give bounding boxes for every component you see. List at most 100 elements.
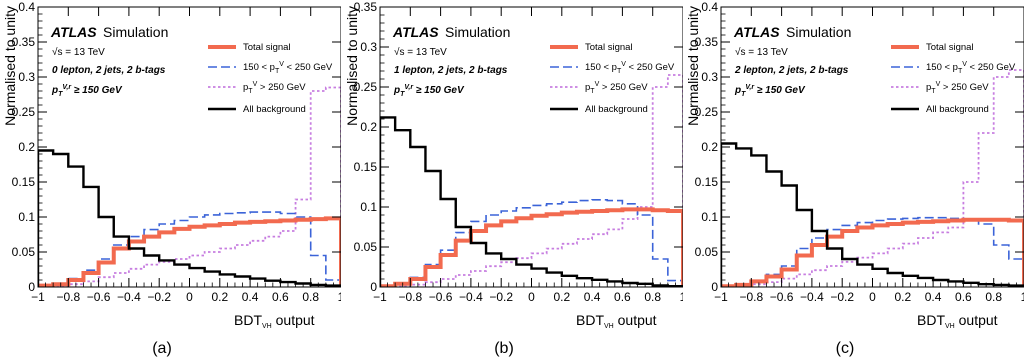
x-tick-label: 0.8 — [985, 290, 1002, 304]
panel-caption: (b) — [494, 340, 514, 357]
y-tick-label: 0.15 — [12, 175, 36, 189]
panel-a: 0 0.05 0.1 0.15 0.2 0.25 0.3 0.35 0.4 −1 −0.8 −0.6−… — [0, 0, 341, 358]
atlas-label: ATLAS — [733, 24, 780, 40]
x-tick-label: −1 — [31, 290, 45, 304]
y-tick-label: 0 — [370, 280, 377, 294]
y-tick-label: 0.2 — [701, 140, 718, 154]
x-tick-label: 0.8 — [302, 290, 319, 304]
y-axis-title: Normalised to unity — [685, 6, 701, 126]
y-tick-label: 0.1 — [701, 210, 718, 224]
panel-b: 0 0.05 0.1 0.15 0.2 0.25 0.3 0.35 −1 −0.8 −0.6 −0.4… — [342, 0, 683, 358]
x-tick-label: 0 — [186, 290, 193, 304]
series-background — [380, 116, 683, 287]
y-tick-label: 0.25 — [12, 105, 36, 119]
panel-c: 0 0.05 0.1 0.15 0.2 0.25 0.3 0.35 0.4 −1 −0.8 −0.6 −… — [683, 0, 1024, 358]
x-tick-label: −0.6 — [87, 290, 111, 304]
x-tick-label: −0.2 — [489, 290, 513, 304]
x-tick-label: −0.8 — [398, 290, 422, 304]
x-tick-label: −1 — [714, 290, 728, 304]
histogram-series-group — [38, 86, 341, 287]
y-tick-label: 0.3 — [18, 70, 35, 84]
y-tick-label: 0.35 — [12, 35, 36, 49]
legend-mid: 150 < pTV < 250 GeV — [585, 61, 675, 75]
y-tick-label: 0.35 — [354, 0, 378, 14]
x-tick-label: 1 — [680, 290, 683, 304]
x-tick-label: 0.2 — [211, 290, 228, 304]
ptv-cut-label: pTV,r ≥ 150 GeV — [734, 84, 806, 98]
legend-background: All background — [243, 104, 306, 115]
series-high — [380, 74, 683, 287]
x-tick-label: 0.6 — [955, 290, 972, 304]
x-tick-label: −0.2 — [830, 290, 854, 304]
y-tick-label: 0.3 — [360, 40, 377, 54]
panel-caption: (c) — [836, 340, 855, 357]
series-background — [38, 149, 341, 287]
y-tick-label: 0 — [28, 280, 35, 294]
series-high — [721, 69, 1024, 287]
x-tick-label: −0.8 — [739, 290, 763, 304]
y-tick-label: 0.25 — [354, 80, 378, 94]
x-tick-label: 0.2 — [553, 290, 570, 304]
x-axis-title: BDTVH output — [917, 312, 998, 330]
y-tick-label: 0.1 — [360, 200, 377, 214]
y-axis-title: Normalised to unity — [344, 6, 360, 126]
legend-mid: 150 < pTV < 250 GeV — [926, 61, 1016, 75]
legend-high: pTV > 250 GeV — [585, 81, 648, 95]
x-tick-label: 0.8 — [644, 290, 661, 304]
atlas-label: ATLAS — [392, 24, 439, 40]
atlas-label: ATLAS — [50, 24, 97, 40]
ptv-cut-label: pTV,r ≥ 150 GeV — [51, 84, 123, 98]
y-tick-label: 0 — [711, 280, 718, 294]
y-tick-label: 0.2 — [360, 120, 377, 134]
y-tick-label: 0.4 — [701, 0, 718, 14]
x-tick-label: 0.4 — [925, 290, 942, 304]
legend-mid: 150 < pTV < 250 GeV — [243, 61, 333, 75]
x-tick-label: 0 — [528, 290, 535, 304]
y-tick-label: 0.05 — [695, 245, 719, 259]
energy-label: √s = 13 TeV — [394, 46, 447, 58]
x-tick-label: 0.6 — [614, 290, 631, 304]
y-tick-label: 0.2 — [18, 140, 35, 154]
energy-label: √s = 13 TeV — [735, 46, 788, 58]
legend-background: All background — [926, 104, 989, 115]
y-tick-label: 0.3 — [701, 70, 718, 84]
region-label: 2 lepton, 2 jets, 2 b-tags — [734, 65, 849, 76]
histogram-series-group — [721, 69, 1024, 287]
x-tick-label: −1 — [373, 290, 387, 304]
ptv-cut-label: pTV,r ≥ 150 GeV — [393, 84, 465, 98]
legend-total-signal: Total signal — [926, 42, 974, 53]
y-tick-label: 0.35 — [695, 35, 719, 49]
legend-background: All background — [585, 104, 648, 115]
x-tick-label: 1 — [1021, 290, 1024, 304]
series-total-signal — [38, 216, 341, 287]
y-tick-label: 0.05 — [12, 245, 36, 259]
y-tick-label: 0.1 — [18, 210, 35, 224]
simulation-label: Simulation — [786, 24, 851, 40]
x-tick-label: −0.6 — [770, 290, 794, 304]
x-tick-label: −0.4 — [117, 290, 141, 304]
x-tick-label: −0.8 — [56, 290, 80, 304]
legend-total-signal: Total signal — [243, 42, 291, 53]
y-tick-label: 0.4 — [18, 0, 35, 14]
y-tick-label: 0.25 — [695, 105, 719, 119]
histogram-b: 0 0.05 0.1 0.15 0.2 0.25 0.3 0.35 −1 −0.8 −0.6 −0.4… — [344, 0, 683, 357]
x-tick-label: −0.2 — [147, 290, 171, 304]
x-tick-label: −0.4 — [459, 290, 483, 304]
x-tick-label: 0.4 — [584, 290, 601, 304]
x-tick-label: −0.6 — [429, 290, 453, 304]
y-tick-label: 0.05 — [354, 240, 378, 254]
y-tick-label: 0.15 — [695, 175, 719, 189]
series-total-signal — [721, 217, 1024, 287]
x-tick-label: 1 — [338, 290, 341, 304]
y-axis-title: Normalised to unity — [2, 6, 18, 126]
simulation-label: Simulation — [103, 24, 168, 40]
x-tick-label: 0.6 — [272, 290, 289, 304]
simulation-label: Simulation — [445, 24, 510, 40]
legend-high: pTV > 250 GeV — [926, 81, 989, 95]
histogram-a: 00.050.10.150.20.250.30.350.4−1 −0.8 −0.6−… — [2, 0, 341, 357]
panel-caption: (a) — [152, 340, 172, 357]
legend-high: pTV > 250 GeV — [243, 81, 306, 95]
region-label: 1 lepton, 2 jets, 2 b-tags — [394, 65, 508, 76]
series-background — [721, 142, 1024, 287]
energy-label: √s = 13 TeV — [52, 46, 105, 58]
